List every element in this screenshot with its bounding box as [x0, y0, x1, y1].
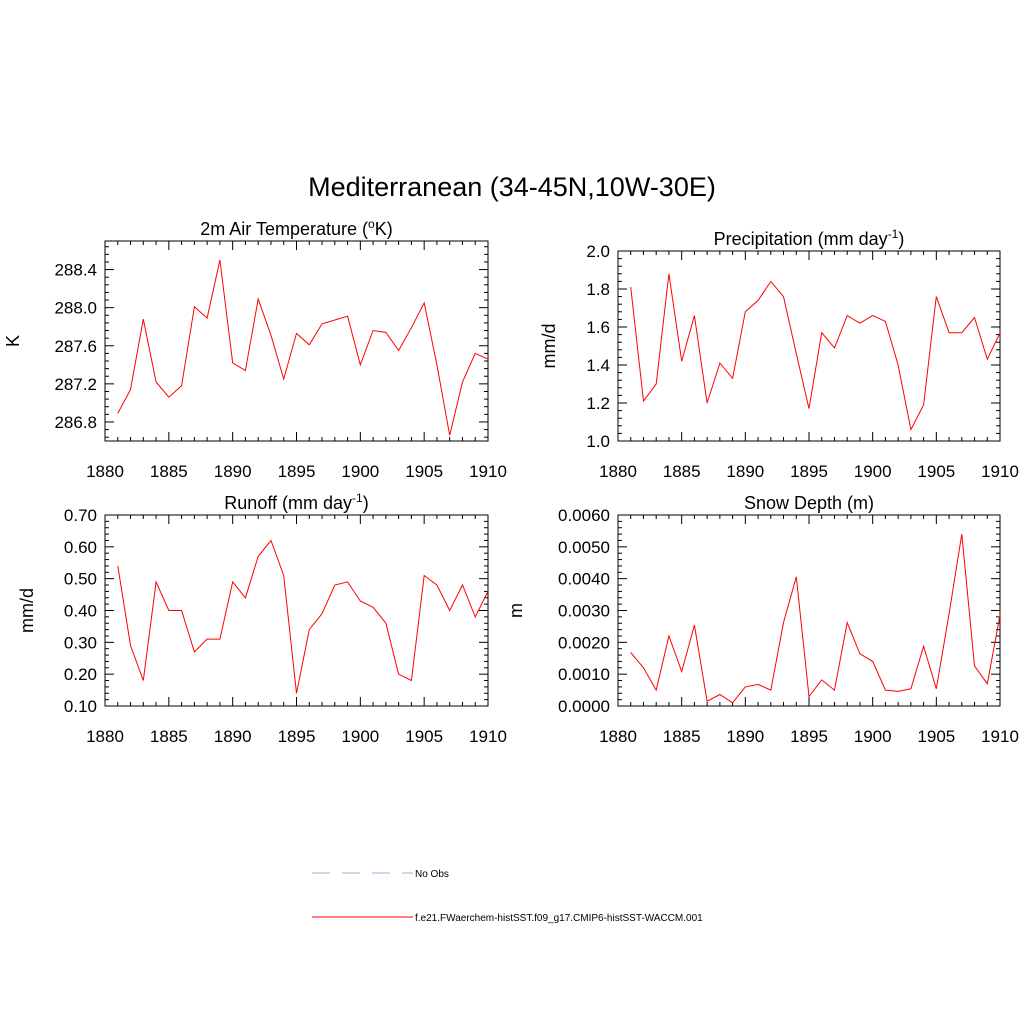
- y-tick-label: 287.6: [54, 337, 97, 356]
- main-title: Mediterranean (34-45N,10W-30E): [308, 172, 716, 202]
- y-tick-label: 1.8: [586, 280, 610, 299]
- y-tick-label: 0.0010: [558, 665, 610, 684]
- panel-title-tail: ): [898, 229, 904, 249]
- x-tick-label: 1910: [981, 727, 1019, 746]
- x-tick-label: 1900: [854, 727, 892, 746]
- x-tick-label: 1890: [214, 727, 252, 746]
- y-tick-label: 286.8: [54, 413, 97, 432]
- y-tick-label: 1.6: [586, 318, 610, 337]
- x-tick-label: 1910: [469, 727, 507, 746]
- series-line: [117, 539, 489, 694]
- x-tick-label: 1890: [726, 462, 764, 481]
- series-line: [630, 534, 1001, 704]
- panel-title: Snow Depth (m): [744, 493, 874, 513]
- panel-title: 2m Air Temperature (oK): [200, 217, 392, 239]
- chart-panel-3: 1880 1885 1890 1895 1900 1905 1910 0.10 0.20 0.30…: [17, 491, 507, 746]
- y-axis-label: mm/d: [539, 324, 559, 369]
- plot-frame: [104, 514, 489, 707]
- y-tick-label: 0.20: [64, 665, 97, 684]
- y-tick-label: 0.10: [64, 697, 97, 716]
- panel-title-main: Precipitation (mm day: [714, 229, 888, 249]
- series-line: [630, 273, 1001, 432]
- x-tick-label: 1880: [86, 462, 124, 481]
- y-tick-label: 287.2: [54, 375, 97, 394]
- legend-label: No Obs: [415, 869, 449, 880]
- x-tick-label: 1895: [790, 462, 828, 481]
- y-tick-label: 288.0: [54, 299, 97, 318]
- chart-panels: 1880 1885 1890 1895 1900 1905 1910 286.8 287.2 28…: [3, 217, 1019, 746]
- y-tick-label: 0.0060: [558, 506, 610, 525]
- x-tick-label: 1910: [981, 462, 1019, 481]
- x-tick-label: 1895: [790, 727, 828, 746]
- panel-title: Runoff (mm day-1): [224, 491, 368, 513]
- plot-frame: [617, 514, 1001, 707]
- x-tick-label: 1880: [86, 727, 124, 746]
- x-tick-label: 1885: [150, 462, 188, 481]
- y-tick-label: 0.60: [64, 538, 97, 557]
- x-tick-label: 1890: [726, 727, 764, 746]
- chart-panel-2: 1880 1885 1890 1895 1900 1905 1910 1.0 1.2 1.4 1.6…: [539, 227, 1019, 481]
- plot-frame: [104, 240, 489, 442]
- plot-frame: [617, 250, 1001, 442]
- y-tick-label: 0.0020: [558, 633, 610, 652]
- panel-title-main: 2m Air Temperature (: [200, 219, 368, 239]
- panel-title-tail: K): [375, 219, 393, 239]
- x-tick-label: 1900: [341, 462, 379, 481]
- chart-panel-1: 1880 1885 1890 1895 1900 1905 1910 286.8 287.2 28…: [3, 217, 507, 481]
- x-tick-label: 1880: [599, 462, 637, 481]
- x-tick-label: 1885: [663, 462, 701, 481]
- x-tick-label: 1880: [599, 727, 637, 746]
- y-tick-label: 0.40: [64, 602, 97, 621]
- y-tick-label: 1.4: [586, 356, 610, 375]
- panel-title-superscript: -1: [888, 227, 899, 241]
- y-tick-label: 0.70: [64, 506, 97, 525]
- x-tick-label: 1910: [469, 462, 507, 481]
- y-tick-label: 0.50: [64, 570, 97, 589]
- y-tick-label: 288.4: [54, 261, 97, 280]
- x-tick-label: 1905: [405, 727, 443, 746]
- x-tick-label: 1900: [854, 462, 892, 481]
- y-tick-label: 0.0030: [558, 602, 610, 621]
- y-tick-label: 1.2: [586, 394, 610, 413]
- series-line: [117, 259, 489, 436]
- y-tick-label: 0.0050: [558, 538, 610, 557]
- y-axis-label: mm/d: [17, 588, 37, 633]
- panel-title-main: Snow Depth (m): [744, 493, 874, 513]
- x-tick-label: 1890: [214, 462, 252, 481]
- legend: No Obs f.e21.FWaerchem-histSST.f09_g17.CM…: [312, 869, 703, 924]
- panel-title-superscript: o: [368, 217, 375, 231]
- y-axis-label: m: [506, 603, 526, 618]
- y-axis-label: K: [3, 335, 23, 347]
- y-tick-label: 0.0040: [558, 570, 610, 589]
- x-tick-label: 1900: [341, 727, 379, 746]
- panel-title: Precipitation (mm day-1): [714, 227, 905, 249]
- x-tick-label: 1895: [278, 727, 316, 746]
- x-tick-label: 1905: [917, 727, 955, 746]
- legend-label: f.e21.FWaerchem-histSST.f09_g17.CMIP6-hi…: [415, 913, 703, 924]
- x-tick-label: 1885: [150, 727, 188, 746]
- y-tick-label: 0.30: [64, 633, 97, 652]
- x-tick-label: 1905: [405, 462, 443, 481]
- panel-title-tail: ): [363, 493, 369, 513]
- x-tick-label: 1885: [663, 727, 701, 746]
- y-tick-label: 0.0000: [558, 697, 610, 716]
- x-tick-label: 1895: [278, 462, 316, 481]
- y-tick-label: 2.0: [586, 242, 610, 261]
- x-tick-label: 1905: [917, 462, 955, 481]
- y-tick-label: 1.0: [586, 432, 610, 451]
- panel-title-superscript: -1: [352, 491, 363, 505]
- panel-title-main: Runoff (mm day: [224, 493, 352, 513]
- chart-panel-4: 1880 1885 1890 1895 1900 1905 1910 0.0000 0.0010…: [506, 493, 1019, 746]
